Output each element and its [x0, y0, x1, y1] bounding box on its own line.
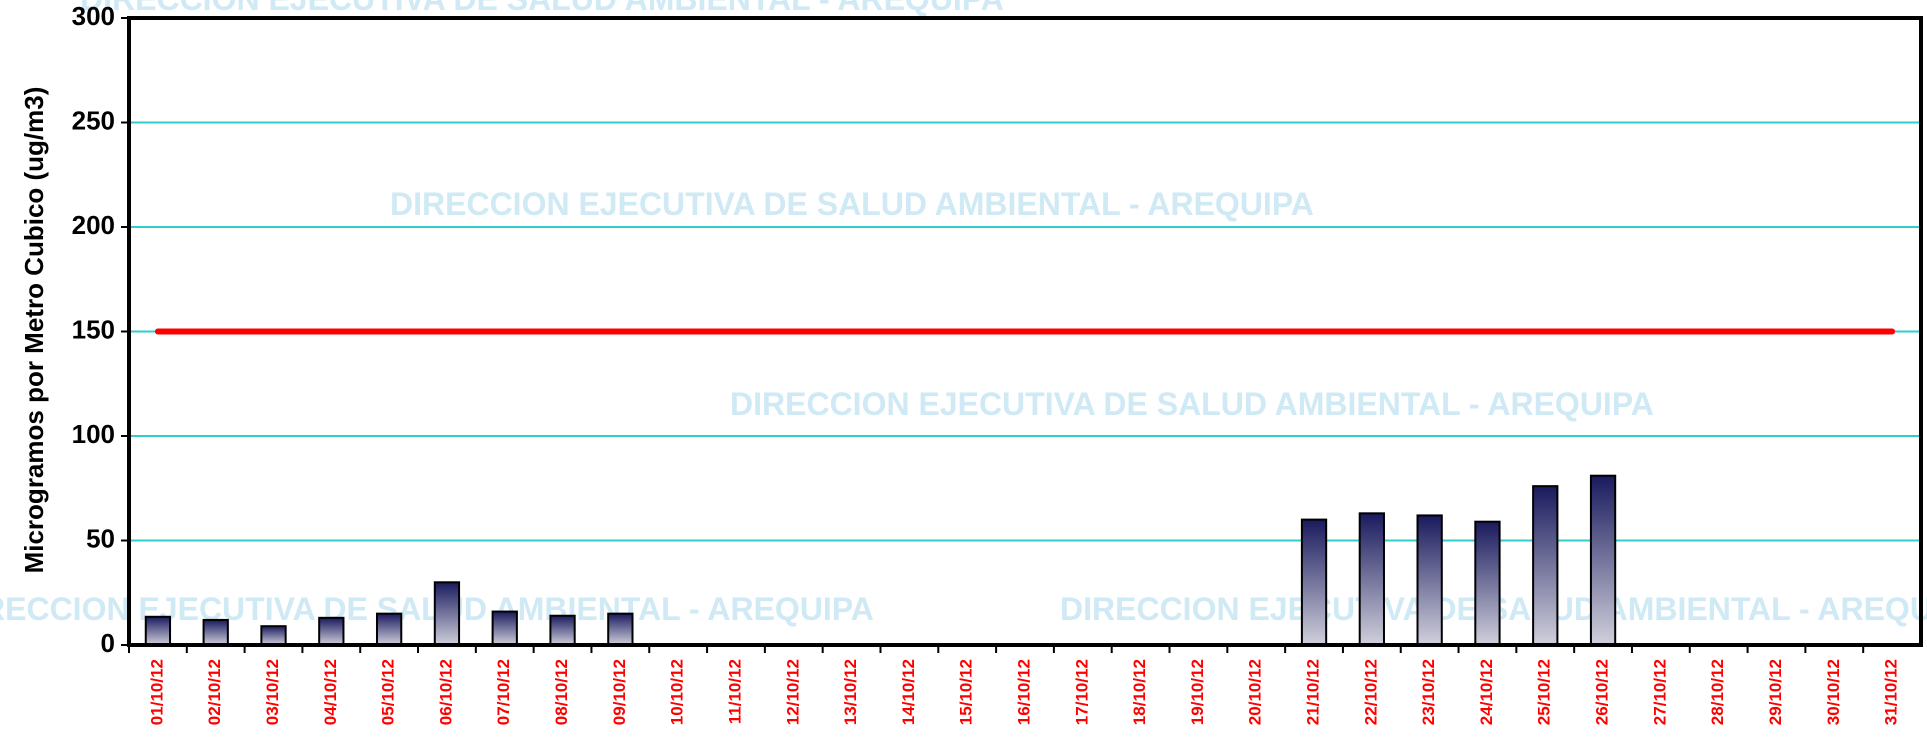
y-tick-label: 100: [72, 419, 115, 449]
x-tick-label: 11/10/12: [725, 659, 744, 724]
x-tick-label: 23/10/12: [1419, 659, 1438, 725]
x-tick-label: 02/10/12: [205, 659, 224, 725]
bar: [1533, 486, 1557, 645]
x-tick-label: 08/10/12: [552, 659, 571, 725]
bar: [1360, 513, 1384, 645]
bar: [608, 614, 632, 645]
x-tick-label: 17/10/12: [1072, 659, 1091, 725]
x-tick-label: 07/10/12: [494, 659, 513, 725]
bar: [493, 612, 517, 645]
bar: [146, 617, 170, 645]
x-tick-label: 04/10/12: [321, 659, 340, 725]
x-tick-label: 27/10/12: [1650, 659, 1669, 725]
y-tick-label: 150: [72, 314, 115, 344]
x-tick-label: 21/10/12: [1304, 659, 1323, 725]
x-tick-label: 26/10/12: [1593, 659, 1612, 725]
bar: [204, 620, 228, 645]
bar: [1302, 520, 1326, 645]
x-tick-label: 16/10/12: [1014, 659, 1033, 725]
y-tick-label: 300: [72, 1, 115, 31]
watermark: DIRECCION EJECUTIVA DE SALUD AMBIENTAL -…: [80, 0, 1004, 17]
bar: [1591, 476, 1615, 645]
bar: [550, 616, 574, 645]
bar: [319, 618, 343, 645]
x-tick-label: 19/10/12: [1188, 659, 1207, 725]
watermark: DIRECCION EJECUTIVA DE SALUD AMBIENTAL -…: [390, 186, 1314, 222]
x-tick-label: 25/10/12: [1535, 659, 1554, 725]
x-tick-label: 13/10/12: [841, 659, 860, 725]
x-tick-label: 22/10/12: [1361, 659, 1380, 725]
bar: [435, 582, 459, 645]
y-tick-label: 50: [86, 523, 115, 553]
x-tick-label: 09/10/12: [610, 659, 629, 725]
y-tick-label: 250: [72, 105, 115, 135]
bar: [261, 626, 285, 645]
x-tick-label: 29/10/12: [1766, 659, 1785, 725]
x-tick-label: 28/10/12: [1708, 659, 1727, 725]
x-tick-label: 18/10/12: [1130, 659, 1149, 725]
x-tick-label: 15/10/12: [957, 659, 976, 725]
bar: [377, 614, 401, 645]
y-tick-label: 0: [101, 628, 115, 658]
x-tick-label: 30/10/12: [1824, 659, 1843, 725]
y-axis-label: Microgramos por Metro Cubico (ug/m3): [19, 87, 49, 574]
x-tick-label: 06/10/12: [436, 659, 455, 725]
x-tick-label: 12/10/12: [783, 659, 802, 725]
x-tick-label: 03/10/12: [263, 659, 282, 725]
x-tick-label: 05/10/12: [379, 659, 398, 725]
x-tick-label: 01/10/12: [147, 659, 166, 725]
x-tick-label: 14/10/12: [899, 659, 918, 725]
x-tick-label: 31/10/12: [1882, 659, 1901, 725]
x-tick-label: 20/10/12: [1246, 659, 1265, 725]
y-tick-label: 200: [72, 210, 115, 240]
x-tick-label: 10/10/12: [668, 659, 687, 725]
x-tick-label: 24/10/12: [1477, 659, 1496, 725]
bar: [1418, 515, 1442, 645]
watermarks: DIRECCION EJECUTIVA DE SALUD AMBIENTAL -…: [0, 0, 1927, 627]
watermark: DIRECCION EJECUTIVA DE SALUD AMBIENTAL -…: [730, 386, 1654, 422]
chart: DIRECCION EJECUTIVA DE SALUD AMBIENTAL -…: [0, 0, 1927, 750]
bar: [1475, 522, 1499, 645]
